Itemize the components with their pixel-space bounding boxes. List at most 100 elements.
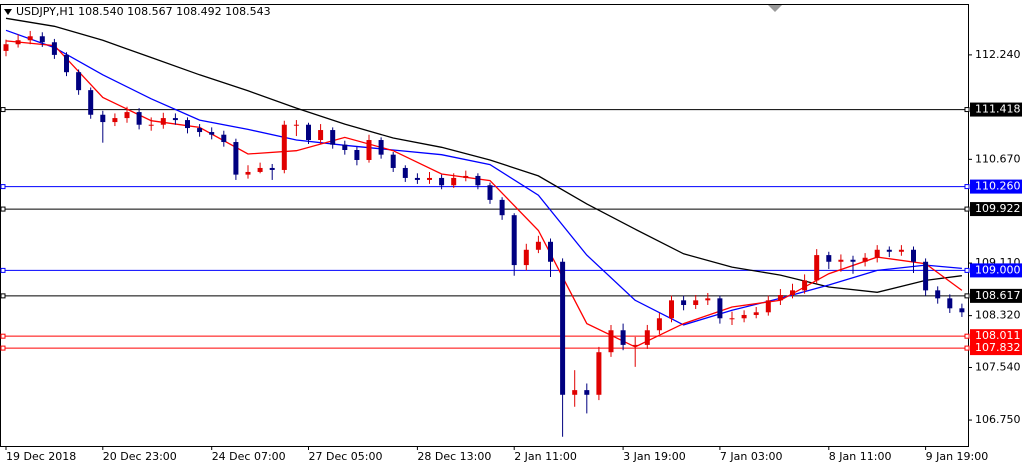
candle-body [523,249,529,266]
line-handle [964,293,970,299]
candle-body [669,300,674,319]
candle-body [64,54,69,73]
candle-body [717,298,723,319]
candle-body [76,72,82,91]
line-handle [964,206,970,212]
price-label: 110.260 [975,180,1021,193]
line-handle [0,184,6,190]
candle-body [947,298,953,309]
candle-body [729,318,735,320]
price-label-box [970,263,1022,278]
candle-body [209,132,215,135]
candle-body [112,118,118,123]
price-label: 109.000 [975,263,1021,276]
x-tick-label: 7 Jan 03:00 [720,450,783,463]
candle-body [15,40,21,45]
candle-body [790,290,795,296]
candle-body [814,255,820,281]
candle-body [693,300,699,305]
price-label-box [970,102,1022,117]
candle-body [632,344,638,346]
candle-body [850,259,856,262]
candle-body [257,167,263,172]
candle-body [656,318,662,331]
candle-body [390,154,396,168]
candle-body [172,118,178,121]
candle-body [136,112,142,125]
line-handle [964,267,970,273]
x-tick-label: 20 Dec 23:00 [103,450,177,463]
chart-title: USDJPY,H1 108.540 108.567 108.492 108.54… [16,5,271,18]
candle-body [572,390,578,395]
line-handle [0,333,6,339]
candle-body [342,144,348,151]
x-tick-label: 2 Jan 11:00 [514,450,577,463]
candle-body [185,120,190,129]
candle-body [221,134,227,143]
menu-arrow[interactable] [4,9,12,15]
candle-body [923,261,929,291]
y-tick-label: 112.240 [975,48,1021,61]
line-handle [0,293,6,299]
candle-body [427,177,432,180]
candle-body [898,249,904,252]
y-tick-label: 110.670 [975,152,1021,165]
line-handle [0,107,6,113]
candle-body [487,185,493,200]
candle-body [414,177,420,180]
x-tick-label: 27 Dec 05:00 [309,450,383,463]
candle-body [402,167,408,178]
price-label-box [970,179,1022,194]
candle-body [293,124,299,126]
candle-body [959,308,965,313]
candle-body [511,215,517,266]
line-handle [0,206,6,212]
candle-body [753,312,759,315]
plot-layer: 112.240110.670109.110108.320107.540106.7… [0,17,1022,463]
candle-body [160,118,166,125]
price-label-box [970,329,1022,344]
candle-body [451,177,457,186]
price-label-box [970,341,1022,356]
x-tick-label: 24 Dec 07:00 [212,450,286,463]
candle-body [620,330,626,345]
candle-body [475,175,481,186]
candle-body [378,140,384,155]
plot-frame [0,4,969,447]
candle-body [548,241,553,262]
price-label: 107.832 [975,341,1021,354]
candle-body [197,128,203,133]
price-label-box [970,202,1022,217]
candle-body [911,249,916,262]
candle-body [862,257,868,262]
candle-body [3,44,9,51]
candle-body [463,175,469,178]
candle-body [935,290,941,299]
moving-average [5,40,963,348]
candle-body [681,300,687,305]
line-handle [964,184,970,190]
y-tick-label: 108.320 [975,309,1021,322]
price-label: 111.418 [975,103,1021,116]
candle-body [584,390,590,395]
candle-body [874,249,880,258]
x-tick-label: 19 Dec 2018 [6,450,76,463]
candle-body [354,150,360,160]
candle-body [318,130,324,141]
candle-body [765,300,771,313]
candle-body [596,352,602,395]
candle-body [233,142,239,175]
candle-body [148,124,154,126]
candle-body [705,298,711,301]
candle-body [330,130,336,145]
candle-body [802,280,808,291]
x-tick-label: 8 Jan 11:00 [829,450,892,463]
x-tick-label: 28 Dec 13:00 [417,450,491,463]
candle-body [281,124,287,170]
shift-marker[interactable] [768,5,782,12]
candle-body [608,330,614,353]
line-handle [964,333,970,339]
candle-body [777,295,783,301]
price-label-box [970,288,1022,303]
